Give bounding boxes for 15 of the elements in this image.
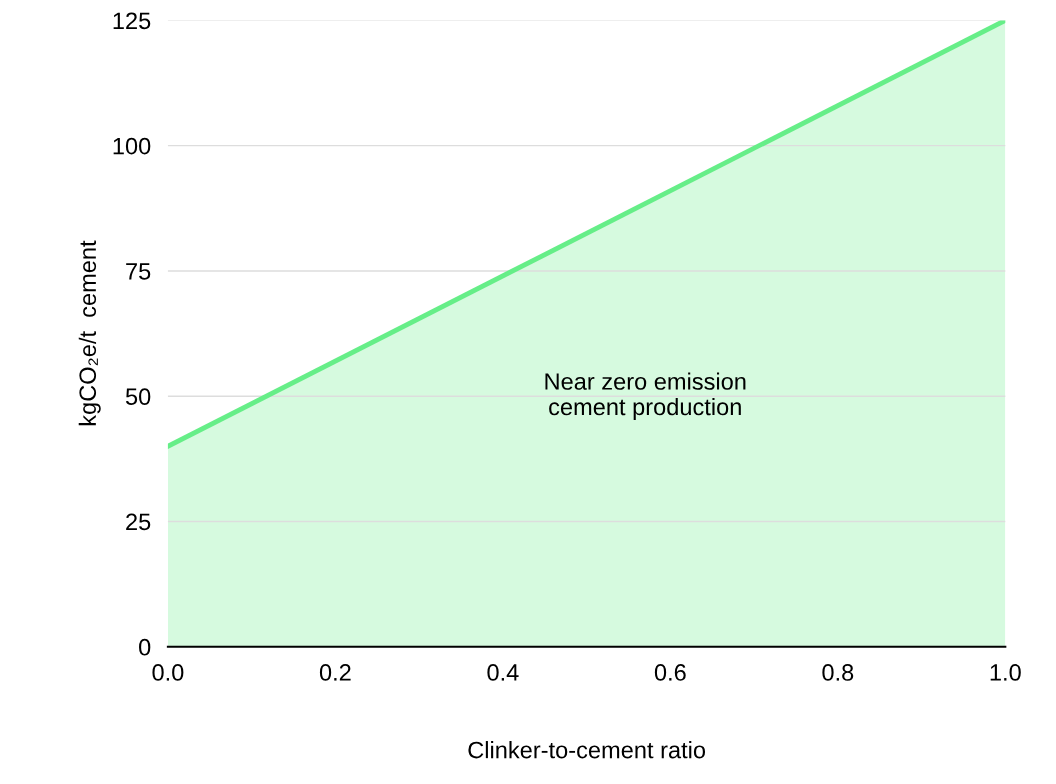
y-axis-title: kgCO₂e/t cement [78,240,101,426]
y-tick-label: 50 [125,388,151,406]
x-tick-label: 0.8 [822,664,854,681]
y-tick-label: 0 [139,638,151,656]
x-tick-label: 0.2 [319,664,351,681]
x-tick-label: 0.4 [487,664,519,681]
annotation: Near zero emission cement production [545,372,746,420]
y-tick-label: 25 [126,513,151,531]
y-tick-label: 125 [113,12,151,30]
x-tick-label: 1.0 [990,664,1021,681]
y-tick-label: 100 [113,137,151,155]
x-tick-label: 0.6 [654,664,686,681]
x-tick-label: 0.0 [152,664,184,681]
y-tick-label: 75 [126,263,151,280]
x-axis-title: Clinker-to-cement ratio [468,741,706,759]
